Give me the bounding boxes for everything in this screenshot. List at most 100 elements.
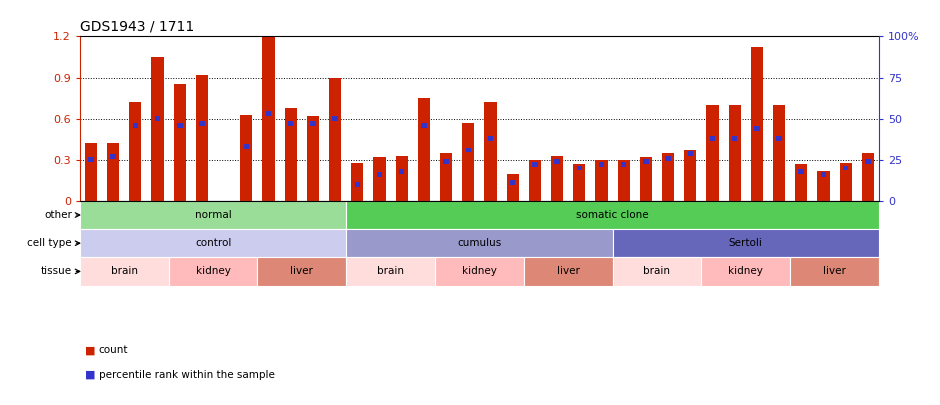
Bar — [130, 102, 142, 201]
Text: cumulus: cumulus — [457, 238, 502, 248]
Bar — [373, 157, 385, 201]
Bar — [618, 160, 630, 201]
Bar — [509, 181, 515, 185]
Bar — [791, 257, 879, 286]
Text: ■: ■ — [85, 345, 95, 355]
Text: other: other — [44, 210, 72, 220]
Text: brain: brain — [111, 266, 138, 277]
Bar — [262, 36, 274, 201]
Bar — [532, 162, 538, 167]
Bar — [421, 123, 427, 128]
Bar — [346, 201, 879, 229]
Bar — [241, 115, 253, 201]
Bar — [776, 136, 782, 141]
Text: tissue: tissue — [40, 266, 72, 277]
Bar — [199, 121, 205, 126]
Bar — [155, 116, 161, 121]
Text: control: control — [195, 238, 231, 248]
Bar — [821, 172, 826, 177]
Bar — [399, 169, 404, 174]
Bar — [666, 156, 671, 160]
Bar — [839, 162, 852, 201]
Bar — [599, 162, 604, 167]
Bar — [333, 116, 337, 121]
Text: liver: liver — [556, 266, 580, 277]
Bar — [817, 171, 829, 201]
Bar — [643, 159, 649, 164]
Bar — [862, 153, 874, 201]
Text: cell type: cell type — [27, 238, 72, 248]
Bar — [346, 229, 613, 257]
Bar — [110, 154, 116, 159]
Bar — [613, 257, 701, 286]
Text: GDS1943 / 1711: GDS1943 / 1711 — [80, 20, 195, 34]
Bar — [285, 108, 297, 201]
Bar — [795, 164, 807, 201]
Bar — [710, 136, 715, 141]
Bar — [354, 182, 360, 187]
Bar — [258, 257, 346, 286]
Bar — [288, 121, 293, 126]
Bar — [196, 75, 208, 201]
Bar — [865, 159, 870, 164]
Text: kidney: kidney — [462, 266, 497, 277]
Bar — [798, 169, 804, 174]
Bar — [573, 164, 586, 201]
Bar — [177, 123, 182, 128]
Bar — [551, 156, 563, 201]
Bar — [484, 102, 496, 201]
Bar — [507, 173, 519, 201]
Bar — [732, 136, 737, 141]
Bar — [80, 201, 346, 229]
Bar — [687, 151, 693, 156]
Bar — [773, 105, 785, 201]
Bar — [754, 126, 760, 131]
Bar — [621, 162, 626, 167]
Bar — [80, 229, 346, 257]
Bar — [174, 84, 186, 201]
Bar — [613, 229, 879, 257]
Bar — [85, 143, 97, 201]
Bar — [595, 160, 607, 201]
Text: kidney: kidney — [728, 266, 763, 277]
Text: percentile rank within the sample: percentile rank within the sample — [99, 370, 274, 379]
Bar — [329, 78, 341, 201]
Bar — [444, 159, 449, 164]
Bar — [640, 157, 652, 201]
Bar — [701, 257, 791, 286]
Text: somatic clone: somatic clone — [576, 210, 649, 220]
Bar — [133, 123, 138, 128]
Text: kidney: kidney — [196, 266, 230, 277]
Bar — [462, 123, 475, 201]
Bar — [352, 162, 364, 201]
Bar — [488, 136, 494, 141]
Bar — [80, 257, 168, 286]
Bar — [555, 159, 560, 164]
Text: brain: brain — [644, 266, 670, 277]
Text: normal: normal — [195, 210, 231, 220]
Bar — [524, 257, 613, 286]
Bar — [529, 160, 541, 201]
Bar — [243, 144, 249, 149]
Text: ■: ■ — [85, 370, 95, 379]
Bar — [465, 147, 471, 152]
Bar — [417, 98, 430, 201]
Text: count: count — [99, 345, 128, 355]
Bar — [310, 121, 316, 126]
Text: liver: liver — [823, 266, 846, 277]
Bar — [266, 111, 272, 116]
Bar — [377, 172, 383, 177]
Bar — [396, 156, 408, 201]
Bar — [306, 116, 319, 201]
Text: brain: brain — [377, 266, 404, 277]
Bar — [435, 257, 524, 286]
Bar — [576, 166, 582, 171]
Bar — [843, 166, 849, 171]
Bar — [684, 150, 697, 201]
Bar — [88, 158, 94, 162]
Bar — [440, 153, 452, 201]
Bar — [346, 257, 435, 286]
Bar — [168, 257, 258, 286]
Bar — [662, 153, 674, 201]
Bar — [706, 105, 718, 201]
